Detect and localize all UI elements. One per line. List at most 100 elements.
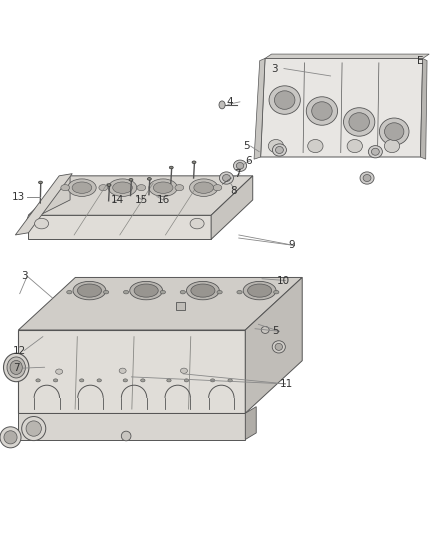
Ellipse shape — [272, 144, 286, 156]
Ellipse shape — [160, 290, 166, 294]
Ellipse shape — [137, 184, 146, 191]
Ellipse shape — [275, 343, 283, 350]
Ellipse shape — [61, 184, 70, 191]
Polygon shape — [18, 278, 302, 330]
Text: 7: 7 — [13, 363, 20, 373]
Ellipse shape — [180, 368, 187, 374]
Text: 15: 15 — [135, 195, 148, 205]
Ellipse shape — [10, 360, 22, 375]
Ellipse shape — [78, 284, 102, 297]
Ellipse shape — [4, 353, 29, 382]
Text: 16: 16 — [157, 195, 170, 205]
Text: 3: 3 — [272, 63, 278, 74]
Ellipse shape — [36, 379, 40, 382]
Polygon shape — [245, 278, 302, 413]
Text: 13: 13 — [12, 192, 25, 203]
Ellipse shape — [121, 431, 131, 441]
Ellipse shape — [237, 163, 244, 169]
Text: 3: 3 — [21, 271, 28, 281]
Text: 6: 6 — [245, 156, 252, 166]
Ellipse shape — [72, 182, 92, 193]
Ellipse shape — [103, 290, 109, 294]
Text: 7: 7 — [234, 168, 241, 179]
Ellipse shape — [124, 290, 129, 294]
Ellipse shape — [219, 101, 225, 109]
Text: 11: 11 — [279, 379, 293, 389]
Ellipse shape — [180, 290, 185, 294]
Polygon shape — [18, 330, 245, 413]
Text: 14: 14 — [110, 195, 124, 205]
Ellipse shape — [347, 140, 363, 152]
Polygon shape — [245, 407, 256, 440]
Ellipse shape — [384, 140, 399, 152]
Ellipse shape — [272, 341, 286, 353]
Ellipse shape — [237, 290, 242, 294]
Ellipse shape — [130, 281, 162, 300]
Ellipse shape — [307, 140, 323, 152]
Ellipse shape — [26, 421, 41, 436]
Ellipse shape — [363, 174, 371, 182]
Ellipse shape — [223, 174, 230, 182]
Ellipse shape — [169, 166, 173, 169]
Ellipse shape — [113, 182, 132, 193]
Ellipse shape — [228, 379, 232, 382]
Text: 10: 10 — [277, 276, 290, 286]
Polygon shape — [26, 176, 70, 222]
Ellipse shape — [35, 219, 49, 229]
Polygon shape — [265, 54, 429, 59]
Text: 5: 5 — [272, 326, 279, 336]
Ellipse shape — [187, 281, 219, 300]
Ellipse shape — [269, 86, 300, 114]
Ellipse shape — [213, 184, 222, 191]
Ellipse shape — [190, 219, 204, 229]
Ellipse shape — [276, 147, 283, 154]
Ellipse shape — [147, 177, 152, 180]
Ellipse shape — [80, 379, 84, 382]
Ellipse shape — [0, 427, 21, 448]
Ellipse shape — [217, 290, 222, 294]
Ellipse shape — [141, 379, 145, 382]
Text: 12: 12 — [13, 345, 26, 356]
Ellipse shape — [261, 326, 269, 334]
Ellipse shape — [192, 161, 196, 164]
Ellipse shape — [312, 102, 332, 120]
Ellipse shape — [175, 184, 184, 191]
Polygon shape — [261, 59, 423, 157]
Polygon shape — [420, 59, 427, 159]
Ellipse shape — [275, 91, 295, 109]
Polygon shape — [254, 59, 265, 159]
Bar — [176, 302, 185, 310]
Polygon shape — [211, 176, 253, 239]
Ellipse shape — [67, 290, 72, 294]
Ellipse shape — [368, 146, 382, 158]
Ellipse shape — [268, 140, 284, 152]
Ellipse shape — [379, 118, 409, 145]
Ellipse shape — [306, 97, 338, 125]
Ellipse shape — [233, 160, 247, 172]
Ellipse shape — [123, 379, 127, 382]
Ellipse shape — [53, 379, 58, 382]
Ellipse shape — [210, 379, 215, 382]
Ellipse shape — [68, 179, 96, 197]
Ellipse shape — [73, 281, 106, 300]
Ellipse shape — [39, 181, 42, 184]
Ellipse shape — [97, 379, 102, 382]
Ellipse shape — [243, 281, 276, 300]
Text: 5: 5 — [243, 141, 250, 151]
Ellipse shape — [191, 284, 215, 297]
Ellipse shape — [56, 369, 63, 374]
Ellipse shape — [343, 108, 375, 136]
Ellipse shape — [119, 368, 126, 374]
Ellipse shape — [149, 179, 177, 197]
Ellipse shape — [385, 123, 404, 140]
Text: E: E — [417, 55, 424, 66]
Ellipse shape — [167, 379, 171, 382]
Text: 8: 8 — [230, 186, 237, 196]
Ellipse shape — [153, 182, 173, 193]
Ellipse shape — [22, 416, 46, 441]
Ellipse shape — [247, 284, 272, 297]
Ellipse shape — [349, 112, 369, 131]
Ellipse shape — [134, 284, 158, 297]
Ellipse shape — [360, 172, 374, 184]
Polygon shape — [28, 215, 211, 239]
